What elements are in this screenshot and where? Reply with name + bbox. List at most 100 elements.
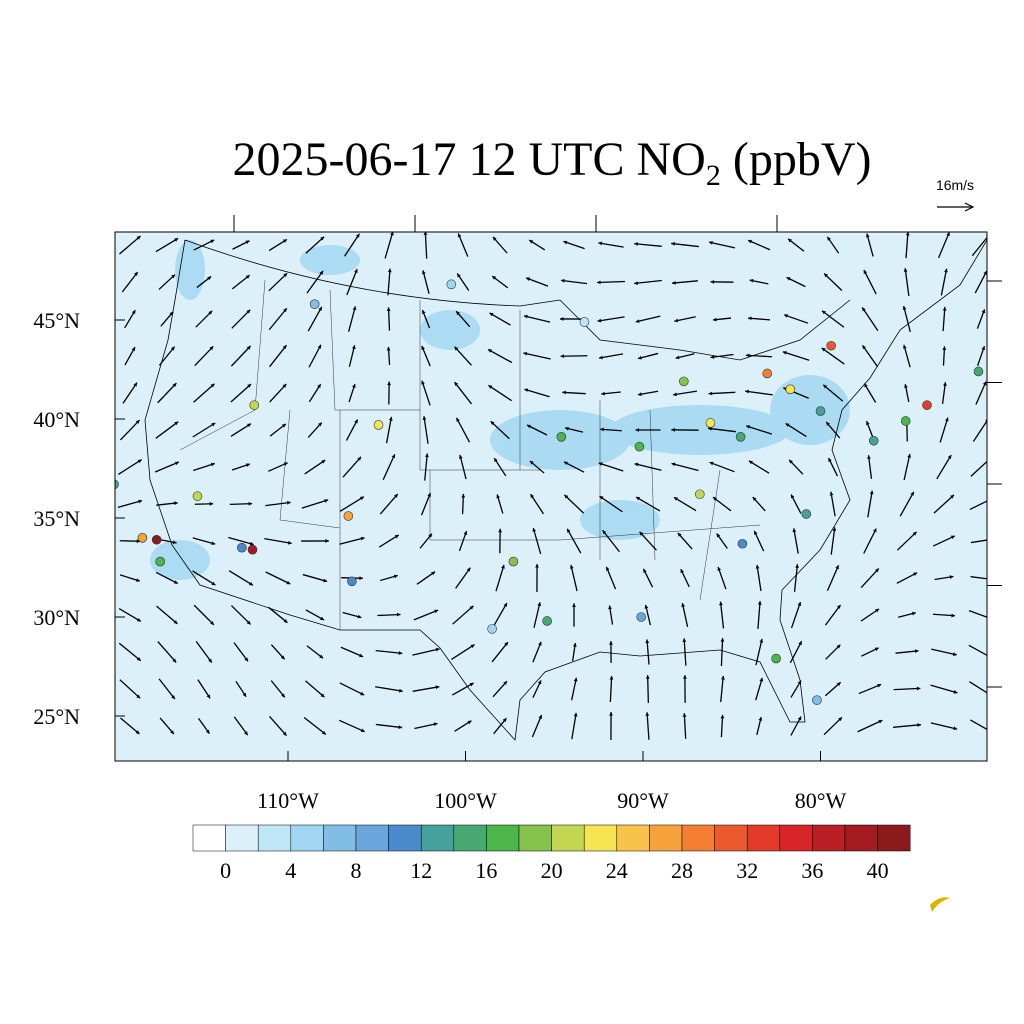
wind-arrowhead bbox=[602, 530, 607, 535]
wind-arrowhead bbox=[942, 346, 947, 350]
wind-arrow bbox=[268, 272, 288, 292]
wind-arrowhead bbox=[428, 533, 433, 538]
wind-arrow bbox=[489, 312, 511, 326]
station bbox=[815, 406, 826, 416]
wind-arrow bbox=[192, 570, 216, 586]
wind-arrowhead bbox=[393, 574, 398, 579]
wind-arrow bbox=[526, 424, 548, 436]
wind-arrowhead bbox=[988, 577, 992, 581]
wind-arrow bbox=[192, 422, 216, 438]
wind-arrowhead bbox=[745, 389, 749, 394]
wind-arrowhead bbox=[532, 527, 537, 532]
wind-arrowhead bbox=[710, 355, 715, 359]
wind-arrow bbox=[858, 683, 882, 695]
wind-arrow bbox=[857, 719, 883, 733]
wind-arrowhead bbox=[248, 581, 253, 586]
colorbar-box bbox=[225, 824, 259, 852]
wind-arrowhead bbox=[797, 680, 802, 685]
station bbox=[900, 416, 911, 426]
wind-arrow bbox=[455, 567, 471, 589]
station bbox=[868, 435, 879, 446]
wind-arrowhead bbox=[494, 458, 498, 463]
wind-arrowhead bbox=[560, 278, 565, 283]
wind-arrow bbox=[307, 306, 323, 332]
wind-arrow bbox=[157, 382, 177, 404]
wind-arrow bbox=[570, 564, 578, 592]
wind-arrow bbox=[830, 491, 836, 517]
colorbar-box bbox=[518, 824, 552, 852]
wind-arrow bbox=[301, 499, 329, 509]
wind-arrowhead bbox=[567, 528, 571, 533]
wind-arrowhead bbox=[720, 714, 725, 719]
station bbox=[922, 400, 932, 410]
wind-arrow bbox=[523, 315, 551, 323]
wind-arrow bbox=[533, 602, 541, 628]
wind-arrowhead bbox=[988, 498, 992, 501]
wind-arrow bbox=[634, 279, 662, 285]
wind-arrowhead bbox=[133, 382, 137, 387]
wind-arrow bbox=[531, 714, 543, 738]
wind-arrow bbox=[790, 716, 802, 736]
wind-arrowhead bbox=[398, 651, 403, 655]
lon-label: 90°W bbox=[617, 788, 669, 813]
wind-arrowhead bbox=[598, 355, 603, 360]
wind-arrow bbox=[720, 714, 724, 738]
wind-arrow bbox=[455, 417, 471, 443]
wind-arrow bbox=[158, 346, 176, 366]
wind-arrowhead bbox=[211, 581, 216, 586]
axes: 45°N 40°N 35°N 30°N 25°N 110°W 100°W 90°W 80°W bbox=[33, 215, 1002, 813]
wind-arrowhead bbox=[423, 232, 428, 235]
station bbox=[973, 366, 984, 377]
wind-arrow bbox=[454, 346, 472, 366]
wind-arrow bbox=[119, 235, 141, 255]
wind-arrowhead bbox=[565, 426, 569, 431]
wind-arrow bbox=[863, 528, 877, 554]
wind-arrowhead bbox=[752, 497, 757, 501]
wind-arrowhead bbox=[283, 273, 288, 278]
wind-arrowhead bbox=[989, 616, 993, 620]
wind-arrow bbox=[305, 680, 325, 698]
wind-arrow bbox=[793, 528, 799, 554]
title-tail: (ppbV) bbox=[733, 133, 872, 186]
wind-arrowhead bbox=[864, 383, 868, 388]
wind-arrow bbox=[969, 500, 987, 511]
wind-arrowhead bbox=[470, 644, 475, 649]
wind-arrowhead bbox=[245, 463, 250, 467]
wind-arrow bbox=[782, 351, 810, 361]
wind-arrow bbox=[424, 232, 428, 259]
wind-arrow bbox=[903, 453, 911, 481]
wind-arrowhead bbox=[173, 620, 178, 624]
wind-arrowhead bbox=[797, 602, 802, 606]
wind-arrow bbox=[154, 461, 180, 473]
wind-arrowhead bbox=[209, 346, 214, 351]
station bbox=[812, 695, 822, 705]
wind-arrow bbox=[420, 492, 432, 516]
wind-arrowhead bbox=[902, 344, 907, 349]
colorbar-box bbox=[486, 824, 520, 852]
wind-arrowhead bbox=[523, 314, 528, 319]
wind-arrowhead bbox=[435, 647, 440, 652]
wind-arrow bbox=[867, 490, 873, 518]
wind-arrowhead bbox=[639, 531, 644, 536]
wind-arrow bbox=[120, 717, 140, 735]
colorbar-label: 40 bbox=[867, 858, 889, 883]
wind-arrowhead bbox=[503, 602, 507, 607]
wind-arrow bbox=[602, 529, 620, 553]
wind-arrow bbox=[385, 416, 393, 444]
title-sub: 2 bbox=[706, 159, 721, 192]
wind-arrow bbox=[265, 501, 291, 507]
wind-arrowhead bbox=[634, 242, 638, 246]
wind-arrowhead bbox=[319, 270, 324, 275]
station bbox=[762, 368, 773, 379]
wind-arrowhead bbox=[283, 308, 287, 313]
wind-arrowhead bbox=[388, 416, 393, 421]
wind-arrowhead bbox=[943, 382, 947, 386]
wind-arrowhead bbox=[572, 643, 577, 647]
wind-arrow bbox=[677, 532, 693, 550]
colorbar-box bbox=[812, 824, 846, 852]
wind-arrowhead bbox=[710, 279, 715, 284]
wind-arrow bbox=[609, 675, 613, 703]
wind-arrowhead bbox=[989, 655, 993, 658]
wind-arrowhead bbox=[910, 491, 914, 496]
wind-arrow bbox=[488, 384, 512, 402]
